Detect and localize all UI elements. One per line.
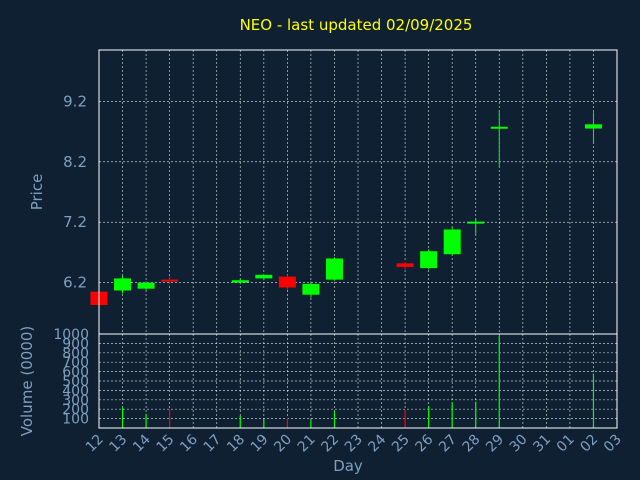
price-axis-label: Price [28,174,46,211]
volume-bar [263,419,265,428]
candle-body [302,283,320,295]
price-tick-label: 7.2 [63,213,87,231]
candle [114,275,132,294]
candle-body [443,229,461,255]
candle [584,112,602,143]
price-grid [98,50,618,334]
price-tick-label: 8.2 [63,153,87,171]
volume-tick-label: 400 [62,383,89,399]
volume-bar [286,417,288,428]
candle [490,110,508,167]
candle [302,281,320,298]
price-candles [90,110,602,307]
volume-bar [428,406,430,428]
candle-body [584,124,602,129]
volume-tick-label: 100 [62,412,89,428]
candle [396,262,414,270]
volume-tick-label: 300 [62,393,89,409]
volume-tick-label: 1000 [53,327,89,343]
candle [278,274,296,290]
volume-tick-label: 500 [62,374,89,390]
candle [231,278,249,284]
candle-body [467,221,485,224]
volume-bar [169,409,171,428]
candle-body [278,276,296,288]
candle-body [161,279,179,282]
volume-bar [592,373,595,428]
candle [420,249,438,270]
candle-body [114,278,132,291]
volume-bar [239,415,241,428]
volume-tick-label: 900 [62,336,89,352]
candle-body [396,263,414,267]
candle [161,276,179,284]
price-y-axis: 6.2 7.2 8.2 9.2 [63,92,87,291]
chart-title: NEO - last updated 02/09/2025 [240,16,473,34]
volume-bar [333,411,336,428]
x-axis: 12 13 14 15 16 17 18 19 20 21 22 23 24 25 26 27 28 29 30 31… [83,431,625,455]
volume-tick-label: 800 [62,346,89,362]
candle-body [137,282,155,289]
candle [443,227,461,256]
volume-bars [121,335,595,428]
candle-body [325,258,343,280]
x-axis-label: Day [333,457,363,475]
volume-tick-label: 600 [62,365,89,381]
volume-bar [404,410,406,428]
candle-body [255,274,273,279]
volume-panel-frame [98,333,618,429]
volume-bar [310,419,312,428]
volume-bar [145,413,147,428]
volume-bar [121,407,124,428]
candle [137,281,155,291]
price-tick-label: 9.2 [63,92,87,110]
candle [467,218,485,236]
volume-tick-label: 700 [62,355,89,371]
candle [255,274,273,281]
candle-body [420,251,438,269]
volume-tick-label: 200 [62,402,89,418]
volume-axis-label: Volume (0000) [18,326,36,436]
volume-bar [451,402,453,428]
volume-bar [498,335,500,428]
candle-body [231,280,249,283]
candle [325,257,343,281]
volume-bar [475,401,477,428]
price-tick-label: 6.2 [63,274,87,292]
candle-body [490,126,508,129]
